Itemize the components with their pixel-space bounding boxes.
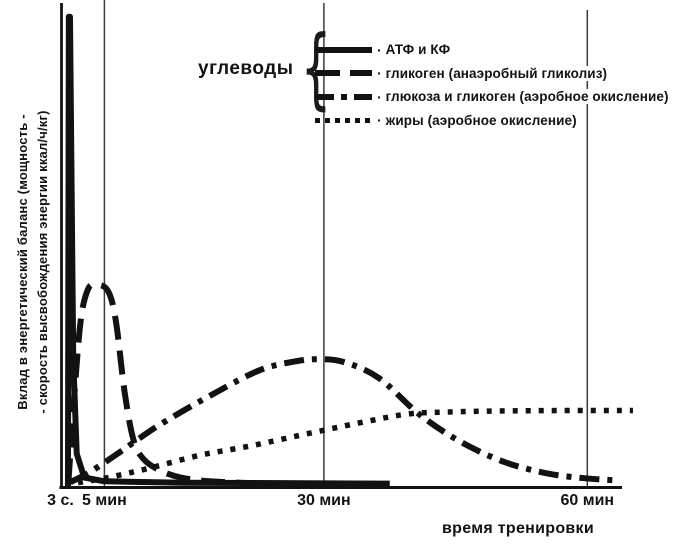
- legend-line-sample-solid: [315, 46, 372, 53]
- legend-rows: · АТФ и КФ · гликоген (анаэробный гликол…: [315, 38, 672, 132]
- curve-glycogen-anaerobic: [65, 281, 254, 487]
- y-axis-label: Вклад в энергетический баланс (мощность …: [13, 72, 57, 452]
- legend-item: · жиры (аэробное окисление): [315, 109, 672, 133]
- legend-bullet: ·: [377, 41, 382, 58]
- legend-item: · АТФ и КФ: [315, 38, 672, 62]
- x-tick-label-3-с.: 3 с.: [47, 492, 74, 509]
- legend-bullet: ·: [377, 65, 382, 82]
- curve-glucose-glycogen-aerobic: [68, 356, 617, 485]
- legend-item-label: гликоген (анаэробный гликолиз): [385, 65, 611, 81]
- legend-bullet: ·: [377, 88, 382, 105]
- legend-item: · гликоген (анаэробный гликолиз): [315, 62, 672, 86]
- legend-line-sample-dotted: [315, 117, 372, 123]
- legend-line-sample-dashdot: [315, 93, 372, 100]
- legend-bullet: ·: [377, 112, 382, 129]
- y-axis-label-line2: - скорость высвобождения энергии ккал/ч/…: [35, 110, 50, 414]
- x-axis-title: время тренировки: [442, 520, 594, 537]
- curve-atf-kf: [64, 13, 390, 488]
- x-tick-label-60-мин: 60 мин: [560, 492, 615, 509]
- legend-item-label: глюкоза и гликоген (аэробное окисление): [385, 89, 672, 105]
- x-tick-label-5-мин: 5 мин: [82, 492, 127, 509]
- y-axis-label-line1: Вклад в энергетический баланс (мощность …: [15, 114, 30, 410]
- legend-line-sample-dashed: [315, 70, 372, 77]
- legend-item-label: АТФ и КФ: [385, 42, 454, 58]
- legend-group-label: углеводы: [198, 58, 294, 79]
- x-tick-label-30-мин: 30 мин: [297, 492, 351, 509]
- legend-item-label: жиры (аэробное окисление): [385, 112, 580, 128]
- legend-item: · глюкоза и гликоген (аэробное окисление…: [315, 85, 672, 109]
